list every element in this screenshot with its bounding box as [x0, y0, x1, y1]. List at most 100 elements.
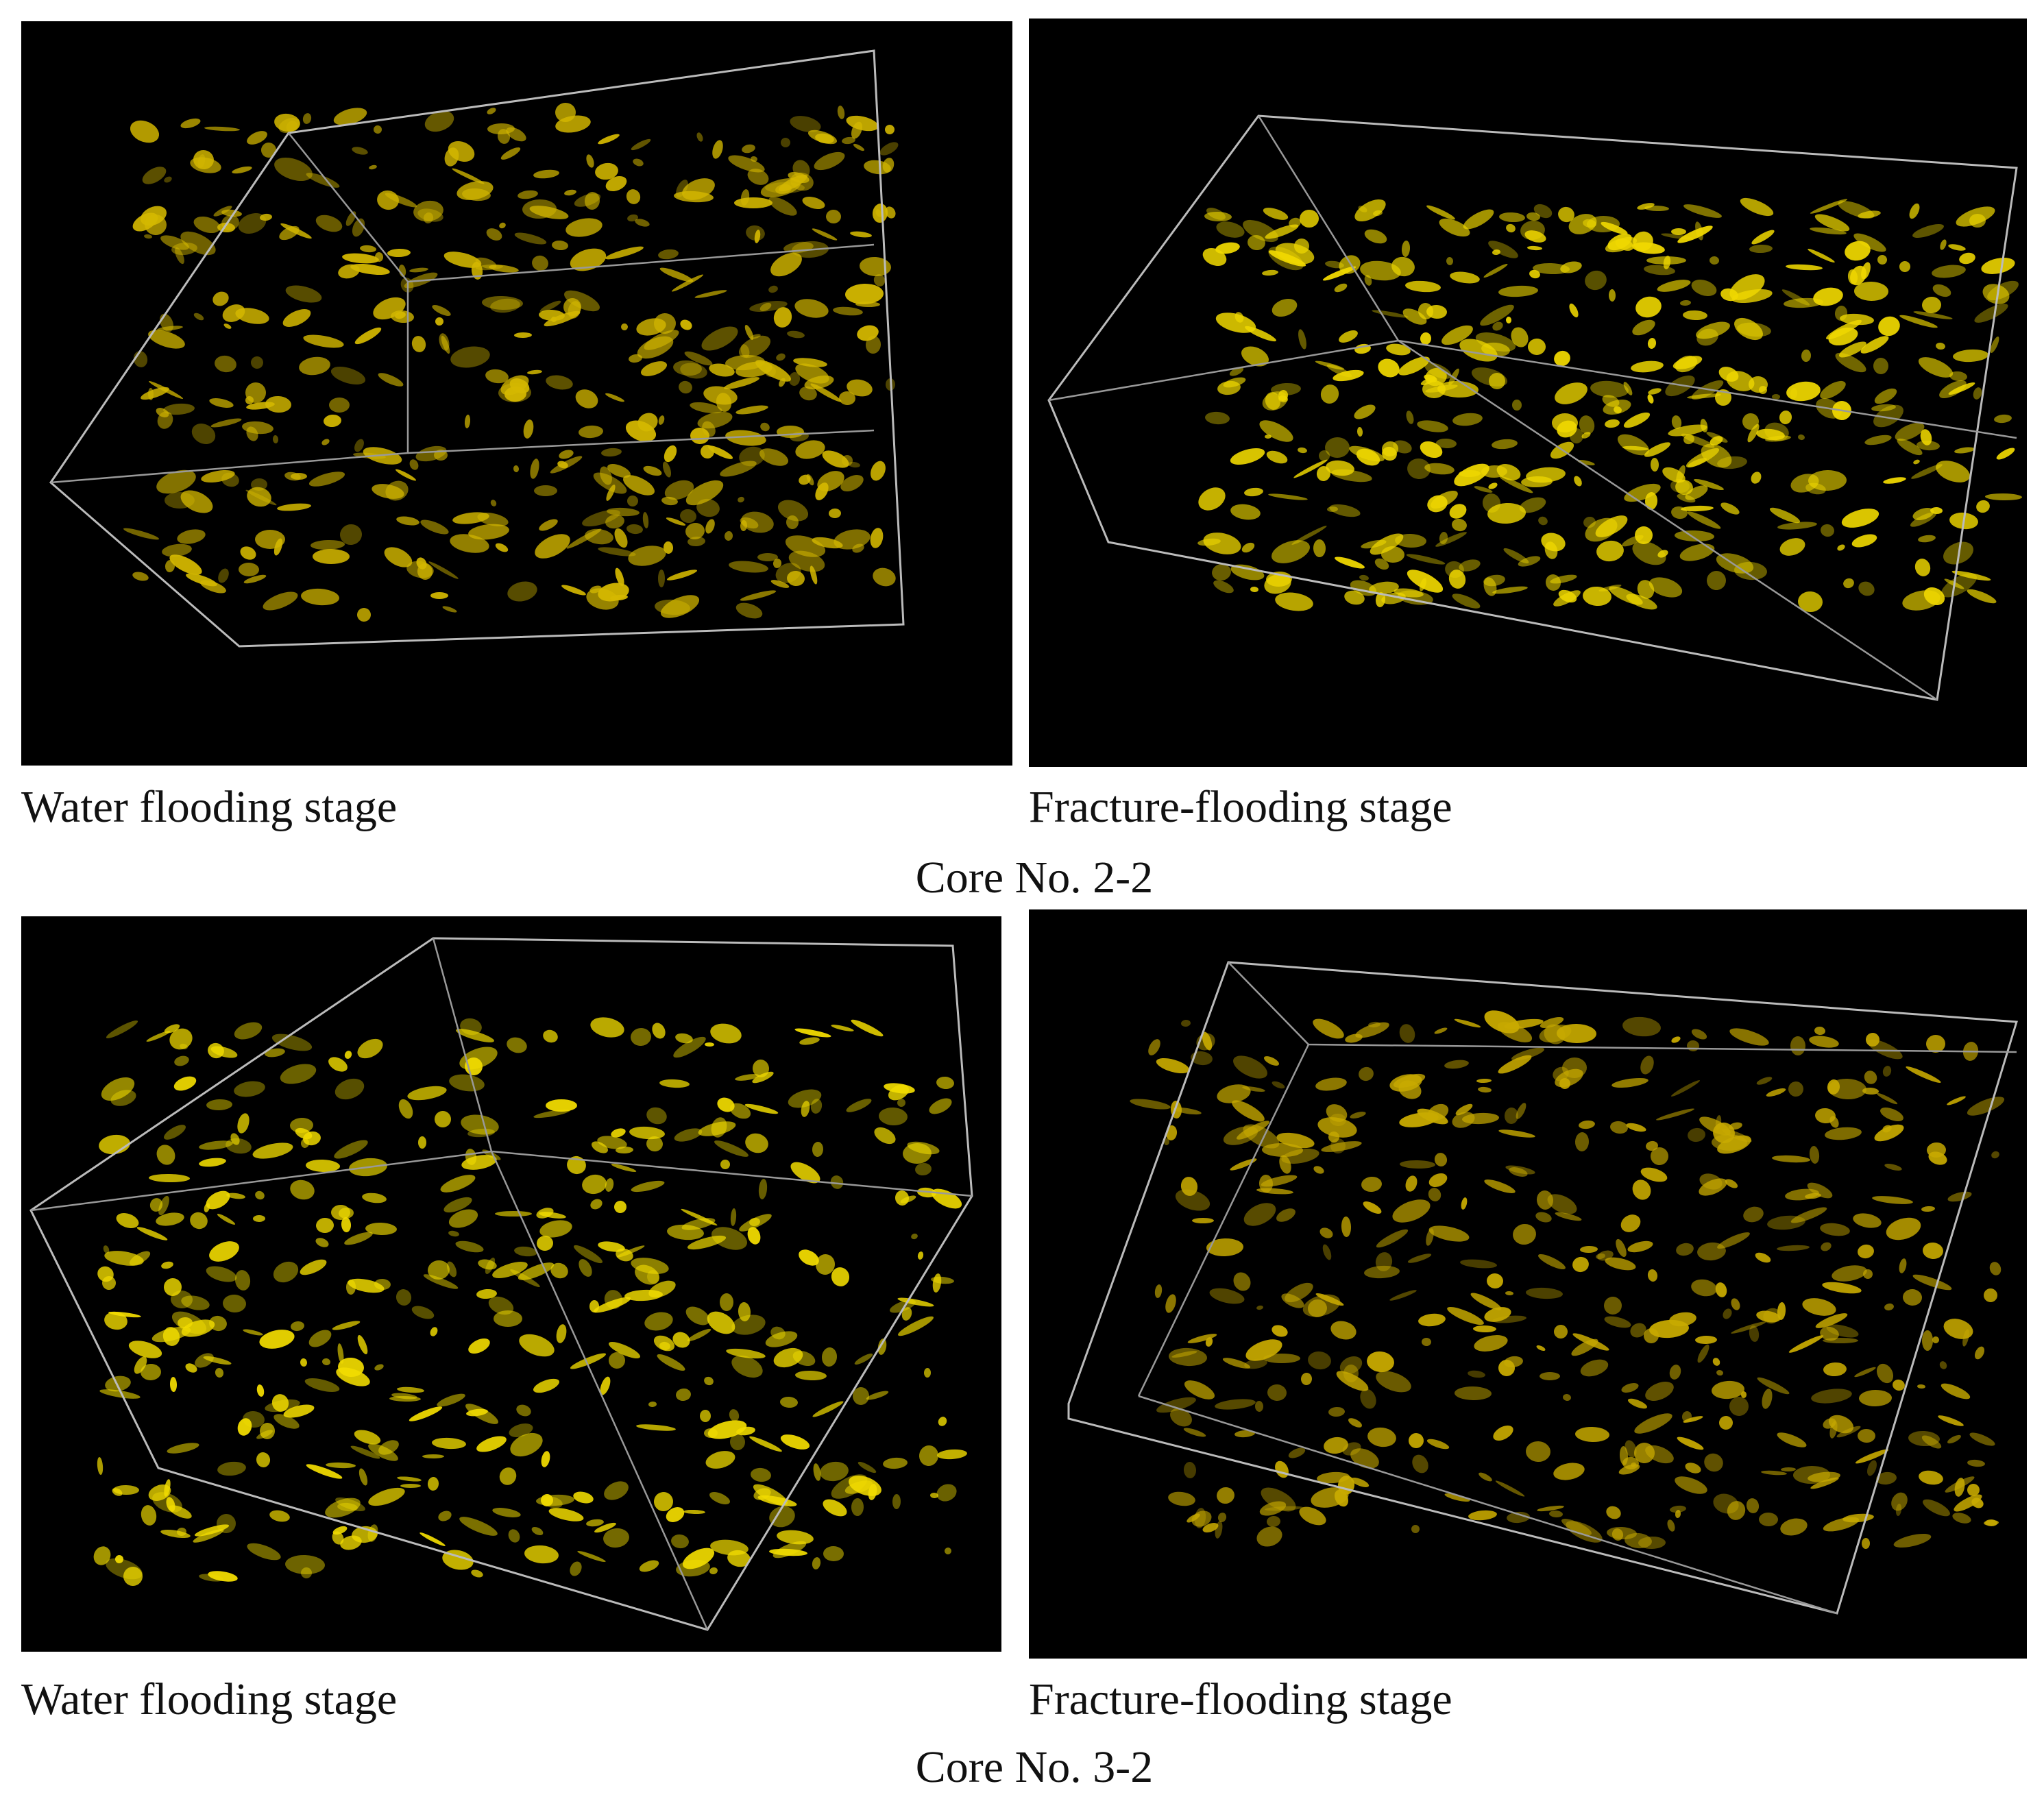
pore-blob	[1256, 1526, 1282, 1547]
pore-blob	[478, 1259, 497, 1270]
pore-blob	[820, 1461, 849, 1482]
pore-blob	[1435, 532, 1467, 547]
pore-blob	[1967, 1484, 1980, 1496]
pore-blob	[1308, 1299, 1327, 1318]
pore-blob	[151, 1326, 191, 1343]
pore-blob	[690, 402, 722, 414]
pore-blob	[1405, 280, 1441, 293]
pore-blob	[1854, 281, 1888, 302]
pore-blob	[701, 326, 738, 351]
pore-blob	[1241, 346, 1269, 367]
pore-blob	[1755, 1252, 1771, 1263]
pore-blob	[1474, 486, 1493, 493]
pore-blob	[1261, 1487, 1296, 1512]
pore-blob	[1299, 1506, 1326, 1526]
pore-blob	[193, 313, 204, 321]
pore-blob	[563, 298, 581, 316]
pore-blob	[1263, 208, 1289, 220]
pore-blob	[285, 285, 322, 303]
pore-blob	[1470, 1293, 1502, 1310]
pore-blob	[369, 164, 377, 170]
pore-blob	[128, 1341, 162, 1358]
pore-blob	[1328, 1406, 1345, 1417]
wireframe-box	[1047, 114, 2018, 701]
pore-blob	[308, 472, 345, 487]
pore-blob	[1726, 371, 1755, 391]
pore-blob	[1168, 1491, 1195, 1506]
pore-blob	[156, 1212, 184, 1226]
pore-blob	[579, 425, 603, 439]
pore-blob	[1695, 221, 1703, 241]
pore-blob	[1511, 400, 1522, 411]
pore-blob	[845, 283, 884, 305]
wireframe-edge	[1398, 339, 1938, 701]
pore-blob	[1697, 1242, 1726, 1261]
pore-blob	[1940, 239, 1947, 250]
pore-blob	[437, 1393, 465, 1407]
pore-blob	[631, 1027, 651, 1047]
pore-blob	[1455, 1386, 1492, 1401]
pore-blob	[1431, 490, 1458, 509]
pore-blob	[1513, 1223, 1536, 1245]
pore-blob	[1781, 289, 1810, 306]
pore-blob	[1648, 577, 1683, 598]
pore-blob	[326, 1462, 356, 1469]
pore-blob	[608, 1341, 641, 1359]
pore-blob	[344, 1051, 352, 1059]
pore-blob	[247, 131, 267, 145]
pore-blob	[1777, 522, 1817, 530]
pore-blob	[1528, 338, 1546, 356]
pore-blob	[519, 1334, 555, 1357]
pore-blob	[1319, 1227, 1333, 1238]
pore-blob	[1767, 1215, 1805, 1230]
pore-blob	[1354, 343, 1371, 354]
pore-blob	[720, 461, 757, 477]
pore-blob	[358, 1468, 368, 1486]
pore-blob	[1319, 450, 1330, 461]
pore-blob	[626, 524, 643, 535]
pore-blob	[1606, 1506, 1621, 1519]
pore-blob	[1832, 1265, 1867, 1282]
pore-blob	[1876, 1092, 1898, 1105]
pore-blob	[1864, 1071, 1877, 1084]
pore-blob	[409, 459, 419, 470]
pore-blob	[1665, 375, 1695, 397]
pore-blob	[1446, 257, 1454, 265]
pore-blob	[636, 1424, 676, 1431]
pore-blob	[1973, 387, 1982, 400]
pore-blob	[1967, 1459, 1985, 1467]
pore-blob	[770, 1326, 786, 1340]
pore-blob	[157, 326, 183, 331]
pore-blob	[328, 1057, 348, 1072]
pore-blob	[901, 1307, 912, 1321]
pore-blob	[411, 336, 426, 352]
pore-blob	[1858, 1428, 1875, 1443]
pore-blob	[530, 459, 539, 479]
pore-blob	[1360, 1389, 1376, 1409]
pore-blob	[1899, 315, 1938, 328]
pore-blob	[1439, 218, 1470, 237]
pore-blob	[1675, 530, 1714, 542]
pore-blob	[245, 489, 277, 506]
pore-blob	[812, 228, 838, 241]
pore-blob	[1914, 559, 1931, 576]
pore-blob	[161, 1261, 173, 1269]
pore-blob	[1267, 1384, 1287, 1402]
pore-blob	[1580, 1359, 1609, 1377]
pore-blob	[1862, 1087, 1879, 1095]
pore-blob	[1331, 469, 1372, 482]
pore-blob	[279, 225, 300, 241]
pore-blob	[1940, 1383, 1971, 1399]
pore-blob	[330, 367, 366, 384]
pore-blob	[810, 1099, 823, 1114]
pore-blob	[489, 265, 519, 273]
pore-blob	[180, 490, 213, 513]
pore-blob	[1359, 1066, 1374, 1081]
pore-blob	[265, 395, 291, 413]
pore-blob	[282, 309, 311, 327]
pore-blob	[1538, 516, 1548, 526]
pore-blob	[769, 1506, 795, 1528]
pore-blob	[682, 1548, 715, 1569]
pore-blob	[1263, 1056, 1280, 1066]
